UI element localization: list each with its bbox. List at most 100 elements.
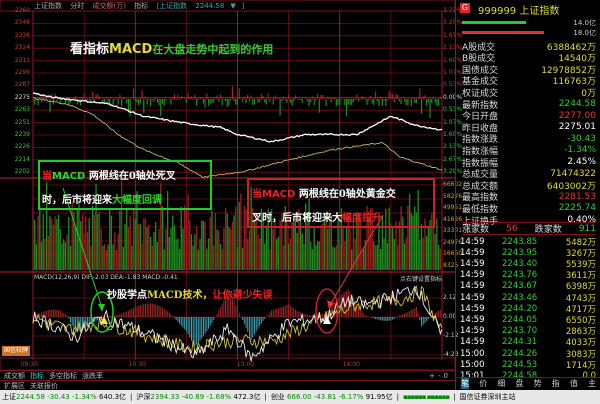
golden-cross-marker-icon bbox=[323, 316, 331, 324]
tab-related-quotes[interactable]: 关联报价 bbox=[30, 381, 58, 390]
trade-row: 14:59 2243.67 6398万 bbox=[460, 281, 596, 292]
tab-indicator[interactable]: 指标 bbox=[30, 371, 44, 380]
index-title: 999999 上证指数 bbox=[478, 6, 560, 17]
percent-axis-label: 2.13% bbox=[443, 44, 463, 52]
trade-volume: 4717万 bbox=[565, 304, 596, 315]
down-arrow-icon: ▼ bbox=[230, 2, 236, 10]
trade-volume: 1714万 bbox=[565, 360, 596, 371]
percent-axis-label: 2.13% bbox=[443, 143, 463, 151]
stat-row: 今日开盘 2277.00 bbox=[462, 110, 596, 123]
tab-fenshi[interactable]: 分时 bbox=[70, 2, 85, 10]
stat-row: 昨日收盘 2275.01 bbox=[462, 121, 596, 134]
trade-time: 14:59 bbox=[460, 247, 485, 258]
trade-time: 14:59 bbox=[460, 258, 485, 269]
stat-label: B股成交 bbox=[462, 54, 496, 65]
price-axis-label: 2239 bbox=[14, 131, 30, 138]
panel-tab[interactable]: 细 bbox=[497, 379, 506, 388]
zoom-in-button[interactable]: + bbox=[429, 371, 438, 380]
price-axis-label: 2360 bbox=[14, 7, 30, 14]
stat-value: 2277.00 bbox=[558, 110, 596, 121]
status-hs[interactable]: 沪深2394.33 -40.89 -1.68% 472.3亿 bbox=[136, 393, 261, 401]
breadth-indicator-icon: ▪▪▪▪▪▪ ▪▪▪▪▪▪ bbox=[403, 393, 450, 401]
stat-value: 2281.53 bbox=[558, 191, 596, 202]
price-axis-label: 2251 bbox=[14, 118, 30, 126]
volume-label: 成交额(万) bbox=[92, 2, 126, 10]
stat-row: 最低指数 2225.74 bbox=[462, 202, 596, 215]
panel-tab[interactable]: 值 bbox=[569, 379, 578, 388]
trade-time: 14:59 bbox=[460, 292, 485, 303]
time-axis-label: 13:00 bbox=[236, 361, 254, 368]
intraday-chart[interactable] bbox=[0, 0, 455, 370]
volume-axis-label: 8325 bbox=[443, 261, 459, 269]
trade-price: 2244.26 bbox=[502, 348, 538, 359]
panel-tab[interactable]: 笔 bbox=[461, 378, 470, 389]
trade-row: 14:59 2244.31 4033万 bbox=[460, 337, 596, 348]
title-annotation: 看指标MACD在大盘走势中起到的作用 bbox=[70, 42, 274, 57]
red-arrow-line bbox=[329, 214, 384, 306]
status-sh[interactable]: 上证2244.58 -30.43 -1.34% 640.3亿 bbox=[2, 393, 127, 401]
g-badge-icon[interactable]: G bbox=[460, 3, 470, 13]
stat-label: 今日开盘 bbox=[462, 112, 499, 123]
stat-row: 总成交额 6403002万 bbox=[462, 179, 596, 192]
stat-label: 指数涨跌 bbox=[462, 135, 499, 146]
volume-axis-label: 58276 bbox=[443, 192, 463, 200]
percent-axis-label: 1.60% bbox=[443, 131, 463, 138]
stat-label: 指数振幅 bbox=[462, 158, 499, 169]
trade-row: 14:59 2243.70 2863万 bbox=[460, 326, 596, 337]
status-bar: 上证2244.58 -30.43 -1.34% 640.3亿 | 沪深2394.3… bbox=[0, 390, 600, 404]
tab-change-rate[interactable]: 涨跌率 bbox=[82, 371, 103, 380]
macd-axis-label: -4.23 bbox=[443, 351, 459, 358]
zoom-reset-button[interactable]: 0 bbox=[443, 371, 451, 380]
volume-axis-label: 16650 bbox=[443, 250, 463, 257]
trade-volume: 3267万 bbox=[565, 248, 596, 259]
stat-label: 总成交量 bbox=[462, 170, 499, 181]
panel-tabs: 笔价细盘势指值主 bbox=[456, 377, 600, 389]
stat-row: 上证换手 0.40% bbox=[462, 214, 596, 227]
tab-volume[interactable]: 成交额 bbox=[4, 371, 25, 380]
stat-label: 昨日收盘 bbox=[462, 123, 499, 134]
price-axis-label: 2214 bbox=[14, 155, 30, 163]
green-arrow-head-icon bbox=[98, 304, 105, 312]
tab-long-short[interactable]: 多空指标 bbox=[49, 371, 77, 380]
panel-tab[interactable]: 价 bbox=[479, 379, 488, 388]
price-axis-label: 2311 bbox=[14, 56, 30, 64]
trade-row: 14:59 2243.95 3267万 bbox=[460, 247, 596, 259]
zoom-controls[interactable]: +-0 bbox=[429, 372, 451, 380]
panel-tab[interactable]: 主 bbox=[587, 379, 596, 388]
quote-value: 2244.58 bbox=[195, 2, 225, 10]
time-axis-label: 10:30 bbox=[128, 361, 146, 368]
panel-tab[interactable]: 盘 bbox=[515, 379, 524, 388]
macd-header-label: MACD(12,26,9) DIF:-2.03 DEA:-1.83 MACD:-… bbox=[34, 274, 178, 281]
trade-price: 2243.46 bbox=[502, 292, 538, 303]
trade-row: 14:59 2243.76 3611万 bbox=[460, 270, 596, 281]
stat-row: 基金成交 116763万 bbox=[462, 75, 596, 87]
trade-row: 15:00 2244.53 1714万 bbox=[460, 359, 596, 371]
macd-settings-hint[interactable]: 点右键设置指标 bbox=[400, 276, 443, 283]
indicator-label[interactable]: 指标 bbox=[134, 2, 149, 10]
status-cy[interactable]: 创业 666.00 -43.81 -6.17% 91.95亿 bbox=[270, 393, 393, 401]
trade-volume: 4743万 bbox=[565, 293, 596, 304]
panel-tab[interactable]: 指 bbox=[551, 379, 560, 388]
stat-label: 国债成交 bbox=[462, 65, 499, 76]
trade-row: 14:59 2243.40 5539万 bbox=[460, 258, 596, 270]
stat-label: 权证成交 bbox=[462, 88, 499, 99]
stat-value: 0.40% bbox=[567, 215, 596, 225]
stat-value: 2.45% bbox=[567, 157, 596, 167]
tab-extension[interactable]: 扩展区 bbox=[4, 381, 25, 390]
stat-label: 最新指数 bbox=[462, 100, 499, 111]
trade-price: 2244.20 bbox=[502, 303, 538, 314]
stat-row: 指数涨幅 -1.34% bbox=[462, 144, 596, 157]
stat-row: 指数涨跌 -30.43 bbox=[462, 133, 596, 146]
trade-volume: 0.0 bbox=[582, 370, 596, 381]
volume-axis-label: 49951 bbox=[443, 204, 463, 211]
trade-time: 14:59 bbox=[460, 236, 485, 247]
zoom-out-button[interactable]: - bbox=[438, 371, 444, 380]
panel-tab[interactable]: 势 bbox=[533, 379, 542, 388]
quote-name: 上证指数 bbox=[159, 2, 188, 10]
broker-button[interactable]: 国信较牌 bbox=[2, 346, 30, 356]
quote-box: [上证指数 2244.58 ▼] bbox=[156, 2, 245, 10]
server-name[interactable]: 国信证券深圳主站 bbox=[459, 393, 516, 401]
percent-axis-label: 2.67% bbox=[443, 155, 463, 163]
trade-volume: 6398万 bbox=[565, 282, 596, 293]
stat-label: 上证换手 bbox=[462, 216, 499, 227]
